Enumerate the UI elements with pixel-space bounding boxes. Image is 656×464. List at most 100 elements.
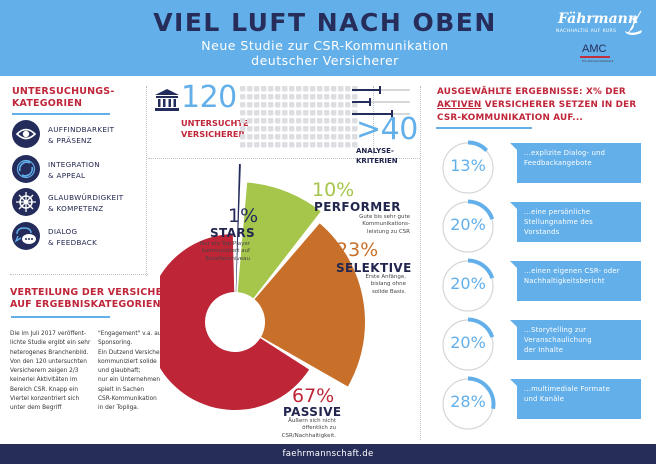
- divider: [148, 158, 420, 159]
- result-item: 20% ...Storytelling zur Veranschaulichung d…: [440, 317, 641, 372]
- text-line: Veranschaulichung: [524, 336, 592, 344]
- insurer-cell: [268, 110, 274, 116]
- wave-scallop: [252, 70, 264, 75]
- insurer-cell: [275, 118, 281, 124]
- wave-scallop: [84, 70, 96, 75]
- eye-icon: [12, 120, 40, 148]
- insurer-cell: [324, 142, 330, 148]
- result-description: ...multimediale Formate und Kanäle: [517, 379, 641, 419]
- insurer-cell: [275, 134, 281, 140]
- insurer-cell: [268, 126, 274, 132]
- wave-scallop: [348, 70, 360, 75]
- ring-progress: [467, 199, 495, 220]
- insurer-cell: [254, 118, 260, 124]
- text-line: Gute bis sehr gute: [359, 214, 410, 220]
- category-item: GLAUBWÜRDIGKEIT & KOMPETENZ: [12, 188, 152, 216]
- category-label: DIALOG & FEEDBACK: [48, 226, 97, 248]
- insurer-cell: [247, 126, 253, 132]
- insurer-cell: [352, 94, 358, 100]
- insurer-cell: [247, 110, 253, 116]
- insurer-cell: [331, 110, 337, 116]
- insurer-cell: [275, 102, 281, 108]
- faehrmann-logo: Fährmann: [558, 11, 639, 27]
- criteria-label: ANALYSE- KRITERIEN: [356, 146, 398, 166]
- label-selektive-desc: Erste Anfänge, bislang ohne solide Basis.: [340, 274, 406, 296]
- insurer-cell: [268, 86, 274, 92]
- insurer-cell: [261, 142, 267, 148]
- criteria-label-line-1: ANALYSE-: [356, 147, 394, 155]
- footer-url-link[interactable]: faehrmannschaft.de: [282, 449, 374, 459]
- slice-selektive: [254, 223, 365, 387]
- insurer-cell: [331, 142, 337, 148]
- insurer-cell: [247, 94, 253, 100]
- subtitle-line-2: deutscher Versicherer: [251, 53, 399, 68]
- insurer-cell: [289, 102, 295, 108]
- wave-scallop: [384, 70, 396, 75]
- text-line: Versicherern zeigen 2/3: [10, 368, 79, 375]
- insurer-cell: [310, 142, 316, 148]
- insurer-cell: [303, 142, 309, 148]
- wave-scallop: [576, 70, 588, 75]
- text-line: ...explizite Dialog- und: [524, 149, 606, 157]
- text-line: Von den 120 untersuchten: [10, 358, 87, 365]
- category-label-line-2: & APPEAL: [48, 171, 86, 180]
- wave-scallop: [624, 70, 636, 75]
- insurer-cell: [296, 94, 302, 100]
- text-line: CSR-Kommunikation: [98, 396, 157, 403]
- amc-tagline: Ein starkes Netzwerk: [582, 59, 614, 63]
- insurers-label-line-2: VERSICHERER: [181, 129, 245, 139]
- insurer-cell: [338, 126, 344, 132]
- insurer-cell: [240, 110, 246, 116]
- wave-scallop: [12, 70, 24, 75]
- insurer-cell: [352, 118, 358, 124]
- section-rule: [12, 113, 110, 115]
- insurer-cell: [310, 118, 316, 124]
- text-line: ...eine persönliche: [524, 208, 591, 216]
- insurer-cell: [324, 94, 330, 100]
- text-line: Feedbackangebote: [524, 159, 592, 167]
- insurer-cell: [240, 102, 246, 108]
- label-passive-desc: Äußern sich nicht öffentlich zu CSR/Nachha…: [270, 418, 336, 440]
- insurer-cell: [310, 86, 316, 92]
- result-description: ...Storytelling zur Veranschaulichung der …: [517, 320, 641, 360]
- category-label-line-2: & PRÄSENZ: [48, 136, 92, 145]
- wave-scallop: [192, 70, 204, 75]
- wave-scallop: [228, 70, 240, 75]
- results-title-rest: VERSICHERER SETZEN IN DER: [481, 100, 637, 110]
- label-performer-name: PERFORMER: [314, 200, 401, 214]
- text-line: leistung zu CSR: [367, 228, 410, 235]
- text-line: in der Topliga.: [98, 405, 139, 412]
- wave-scallop: [204, 70, 216, 75]
- label-stars-name: STARS: [210, 226, 256, 240]
- text-line: öffentlich zu: [302, 425, 336, 432]
- distribution-text-col-2: "Engagement" v.a. auf Sponsoring. Ein Dutz…: [98, 330, 168, 414]
- wave-scallop: [480, 70, 492, 75]
- insurer-cell: [317, 86, 323, 92]
- criteria-label-line-2: KRITERIEN: [356, 157, 398, 165]
- insurer-cell: [345, 94, 351, 100]
- insurer-cell: [240, 118, 246, 124]
- category-label-line-2: & KOMPETENZ: [48, 204, 104, 213]
- wave-scallop: [180, 70, 192, 75]
- text-line: Die im Juli 2017 veröffent-: [10, 331, 87, 337]
- insurer-cell: [310, 134, 316, 140]
- insurer-cell: [275, 86, 281, 92]
- ship-wheel-icon: [12, 188, 40, 216]
- text-line: CSR/Nachhaltigkeit.: [281, 432, 336, 439]
- category-label-line-2: & FEEDBACK: [48, 238, 98, 247]
- text-line: bislang ohne: [370, 281, 406, 288]
- insurer-cell: [275, 126, 281, 132]
- wave-scallop: [540, 70, 552, 75]
- insurer-cell: [282, 126, 288, 132]
- insurer-cell: [282, 102, 288, 108]
- insurer-cell: [331, 102, 337, 108]
- section-rule: [11, 316, 110, 318]
- insurer-cell: [310, 94, 316, 100]
- wave-scallop: [240, 70, 252, 75]
- insurer-cell: [345, 86, 351, 92]
- insurer-cell: [324, 118, 330, 124]
- insurer-cell: [289, 110, 295, 116]
- insurer-cell: [296, 86, 302, 92]
- text-line: Viertel konzentriert sich: [10, 396, 80, 403]
- callout-pointer: [510, 320, 518, 328]
